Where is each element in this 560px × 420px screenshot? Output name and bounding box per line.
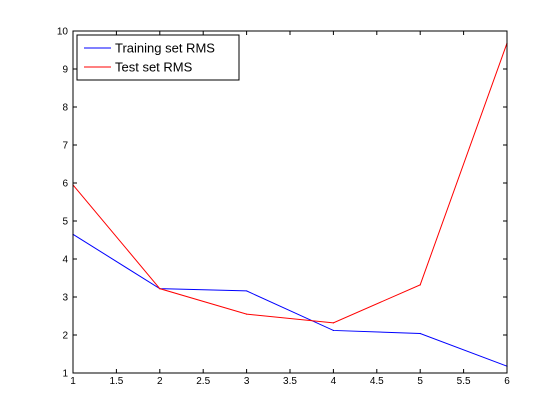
data-point [419,284,421,286]
data-point [246,290,248,292]
x-tick-label: 2 [157,376,163,387]
y-tick-label: 5 [62,217,68,228]
x-tick-label: 3.5 [283,376,297,387]
legend-box [76,34,240,81]
y-tick-label: 8 [62,103,68,114]
data-point [332,322,334,324]
x-tick-label: 5 [417,376,423,387]
y-tick-label: 3 [62,293,68,304]
plot-area [73,31,507,373]
y-tick-label: 9 [62,65,68,76]
data-point [246,313,248,315]
y-tick-label: 2 [62,331,68,342]
y-tick-label: 6 [62,179,68,190]
data-point [332,329,334,332]
x-tick-label: 1 [70,376,76,387]
legend-label-training: Training set RMS [115,41,215,56]
x-tick-label: 2.5 [196,376,210,387]
y-tick-label: 7 [62,141,68,152]
x-tick-label: 1.5 [109,376,123,387]
x-tick-label: 5.5 [457,376,471,387]
y-tick-labels: 1 2 3 4 5 6 7 8 9 10 [57,27,69,380]
y-tick-label: 4 [62,255,68,266]
x-tick-label: 3 [244,376,250,387]
axes-box [72,30,508,374]
x-tick-label: 4.5 [370,376,384,387]
y-tick-label: 10 [57,27,69,38]
series-line-1 [72,42,508,324]
series-line-0 [72,233,508,367]
legend: Training set RMS Test set RMS [76,34,240,81]
y-tick-label: 1 [62,369,68,380]
x-tick-label: 4 [331,376,337,387]
legend-label-test: Test set RMS [115,60,193,75]
data-point [419,332,421,335]
data-point [159,288,161,290]
x-tick-labels: 1 1.5 2 2.5 3 3.5 4 4.5 5 5.5 6 [70,376,510,387]
x-tick-label: 6 [504,376,510,387]
